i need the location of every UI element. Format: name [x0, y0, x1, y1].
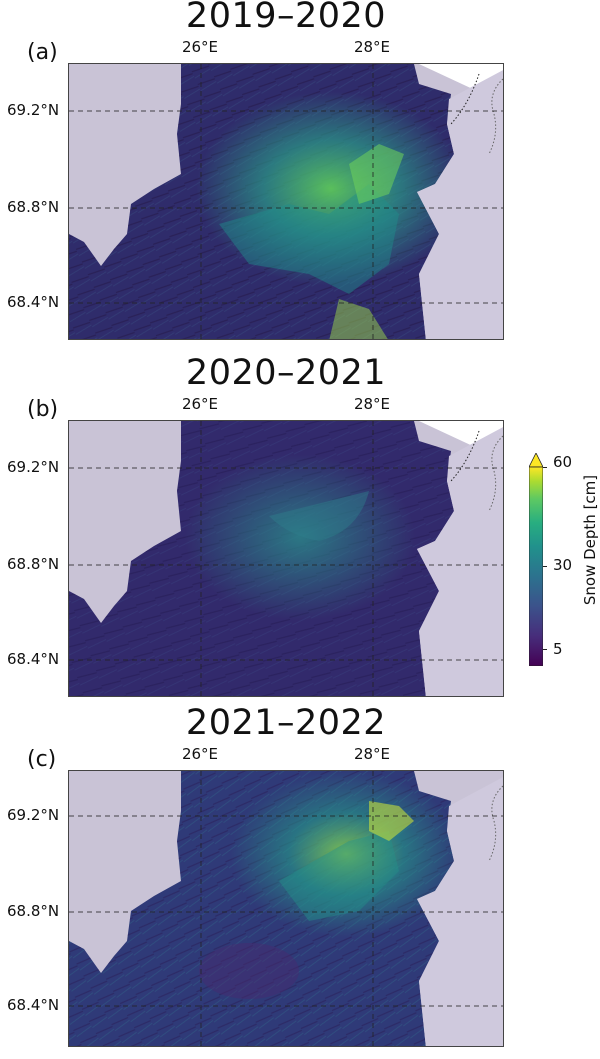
lon-label-26: 26°E: [181, 395, 219, 413]
lat-label-688: 68.8°N: [7, 555, 60, 573]
snow-depth-map: [69, 771, 503, 1046]
lon-label-28: 28°E: [353, 395, 391, 413]
lat-label-688: 68.8°N: [7, 198, 60, 216]
panel-letter: (a): [27, 40, 58, 65]
colorbar-tick-30: 30: [553, 556, 573, 574]
lat-label-684: 68.4°N: [7, 996, 60, 1014]
panel-letter: (b): [27, 397, 59, 422]
colorbar-tick-mark: [543, 467, 547, 468]
colorbar-tick-mark: [543, 566, 547, 567]
colorbar-tick-60: 60: [553, 453, 573, 471]
lat-label-692: 69.2°N: [7, 458, 60, 476]
panel-title: 2020–2021: [185, 353, 387, 393]
map-frame: [68, 770, 504, 1047]
lon-label-28: 28°E: [353, 745, 391, 763]
panel-title: 2021–2022: [185, 703, 387, 743]
panel-letter: (c): [27, 747, 57, 772]
panel-title: 2019–2020: [185, 0, 387, 36]
lat-label-684: 68.4°N: [7, 650, 60, 668]
panel-c: 2021–2022 (c) 26°E 28°E 69.2°N 68.8°N 68…: [0, 703, 600, 1059]
colorbar-label: Snow Depth [cm]: [581, 474, 599, 606]
colorbar: [529, 453, 543, 666]
lat-label-688: 68.8°N: [7, 902, 60, 920]
lon-label-26: 26°E: [181, 745, 219, 763]
lon-label-28: 28°E: [353, 38, 391, 56]
snow-depth-map: [69, 64, 503, 339]
colorbar-tick-mark: [543, 649, 547, 650]
map-frame: [68, 420, 504, 697]
lat-label-692: 69.2°N: [7, 806, 60, 824]
lat-label-684: 68.4°N: [7, 293, 60, 311]
map-frame: [68, 63, 504, 340]
lat-label-692: 69.2°N: [7, 101, 60, 119]
panel-a: 2019–2020 (a) 26°E 28°E 69.2°N 68.8°N 68…: [0, 0, 600, 352]
lon-label-26: 26°E: [181, 38, 219, 56]
colorbar-tick-5: 5: [553, 640, 563, 658]
snow-depth-map: [69, 421, 503, 696]
panel-b: 2020–2021 (b) 26°E 28°E 69.2°N 68.8°N 68…: [0, 353, 600, 709]
